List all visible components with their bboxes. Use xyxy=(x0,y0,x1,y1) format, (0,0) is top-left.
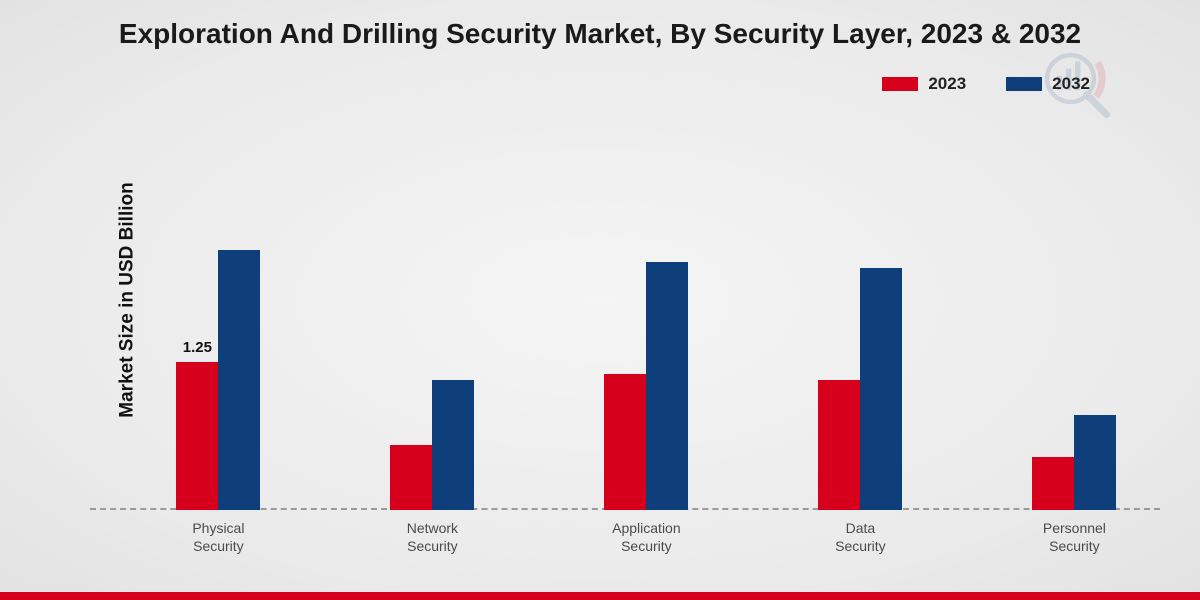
legend-label-2023: 2023 xyxy=(928,74,966,94)
bar-group xyxy=(818,268,902,510)
x-axis-category-label: PhysicalSecurity xyxy=(192,520,244,555)
x-axis-category-label: NetworkSecurity xyxy=(407,520,458,555)
bar-2023 xyxy=(176,362,218,510)
chart-stage: Exploration And Drilling Security Market… xyxy=(0,0,1200,600)
x-axis-category-label: PersonnelSecurity xyxy=(1043,520,1106,555)
legend-swatch-2023 xyxy=(882,77,918,91)
bar-2032 xyxy=(1074,415,1116,510)
x-axis-category-label: ApplicationSecurity xyxy=(612,520,681,555)
bar-2023 xyxy=(604,374,646,510)
bar-group xyxy=(604,262,688,510)
bar-value-label: 1.25 xyxy=(183,339,212,356)
legend-swatch-2032 xyxy=(1006,77,1042,91)
legend-label-2032: 2032 xyxy=(1052,74,1090,94)
bottom-accent-bar xyxy=(0,592,1200,600)
bar-group xyxy=(176,250,260,510)
bar-2032 xyxy=(432,380,474,510)
bar-2032 xyxy=(860,268,902,510)
x-axis-category-label: DataSecurity xyxy=(835,520,886,555)
plot-area: PhysicalSecurityNetworkSecurityApplicati… xyxy=(90,120,1160,510)
bar-group xyxy=(1032,415,1116,510)
chart-title: Exploration And Drilling Security Market… xyxy=(0,18,1200,50)
bar-2023 xyxy=(390,445,432,510)
bar-2032 xyxy=(218,250,260,510)
legend: 2023 2032 xyxy=(882,74,1090,94)
legend-item-2023: 2023 xyxy=(882,74,966,94)
legend-item-2032: 2032 xyxy=(1006,74,1090,94)
bar-group xyxy=(390,380,474,510)
bar-2023 xyxy=(818,380,860,510)
bar-2023 xyxy=(1032,457,1074,510)
bar-2032 xyxy=(646,262,688,510)
